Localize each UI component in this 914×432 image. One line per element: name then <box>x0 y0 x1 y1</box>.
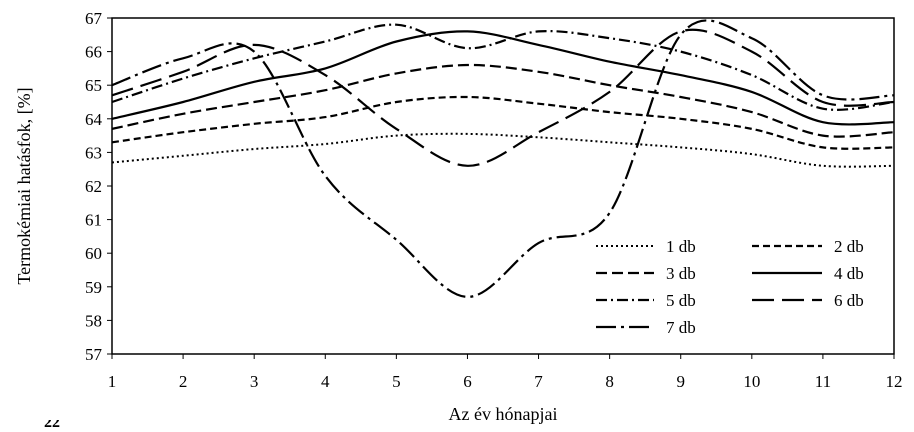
x-tick-label: 11 <box>815 372 831 391</box>
legend-label: 7 db <box>666 318 696 337</box>
x-tick-label: 4 <box>321 372 330 391</box>
cropped-caption-fragment: 22 <box>44 420 84 432</box>
legend-label: 4 db <box>834 264 864 283</box>
caption-number: 22 <box>44 420 60 431</box>
series-line-3 <box>111 63 895 138</box>
x-tick-label: 10 <box>743 372 760 391</box>
legend-label: 2 db <box>834 237 864 256</box>
x-axis-ticks: 1 2 3 4 5 6 7 8 9 10 11 12 <box>108 354 903 391</box>
legend-label: 3 db <box>666 264 696 283</box>
y-tick-label: 57 <box>85 345 103 364</box>
legend: 1 db 2 db 3 db 4 db 5 db 6 db 7 db <box>596 237 864 337</box>
y-tick-label: 66 <box>85 43 102 62</box>
series-line-6 <box>111 28 895 167</box>
legend-label: 5 db <box>666 291 696 310</box>
y-tick-label: 67 <box>85 9 103 28</box>
x-tick-label: 12 <box>886 372 903 391</box>
x-tick-label: 6 <box>463 372 472 391</box>
y-tick-label: 63 <box>85 143 102 162</box>
x-tick-label: 9 <box>676 372 685 391</box>
legend-label: 6 db <box>834 291 864 310</box>
series-line-5 <box>111 23 895 111</box>
series-line-4 <box>111 30 895 126</box>
x-tick-label: 5 <box>392 372 401 391</box>
y-tick-label: 61 <box>85 211 102 230</box>
y-tick-label: 62 <box>85 177 102 196</box>
y-tick-label: 65 <box>85 76 102 95</box>
series-lines <box>111 19 895 299</box>
x-tick-label: 8 <box>605 372 614 391</box>
y-tick-label: 59 <box>85 278 102 297</box>
series-line-1 <box>111 132 895 168</box>
y-tick-label: 60 <box>85 244 102 263</box>
y-axis-title: Termokémiai hatásfok, [%] <box>14 87 34 284</box>
x-tick-label: 3 <box>250 372 259 391</box>
x-tick-label: 1 <box>108 372 117 391</box>
x-tick-label: 2 <box>179 372 188 391</box>
series-line-7 <box>111 19 895 299</box>
legend-label: 1 db <box>666 237 696 256</box>
y-axis-ticks: 57 58 59 60 61 62 63 64 65 66 67 <box>85 9 112 364</box>
series-line-2 <box>111 95 895 150</box>
x-axis-title: Az év hónapjai <box>449 404 558 424</box>
y-tick-label: 58 <box>85 311 102 330</box>
y-tick-label: 64 <box>85 110 103 129</box>
x-tick-label: 7 <box>534 372 543 391</box>
